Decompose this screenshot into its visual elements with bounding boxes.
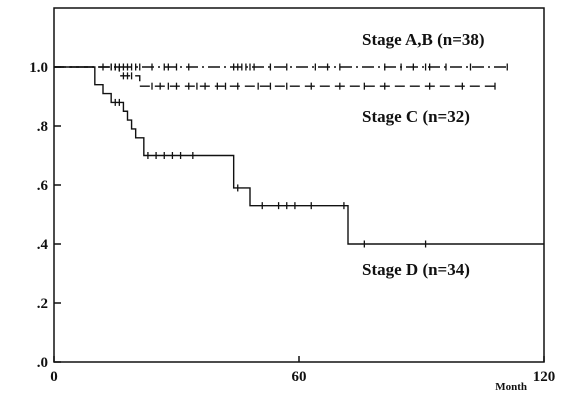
series-label-stage-d: Stage D (n=34) xyxy=(362,260,470,279)
x-tick-label: 120 xyxy=(533,369,556,385)
series-line-2 xyxy=(54,66,544,245)
x-tick-labels: 0 60 120 xyxy=(50,369,555,385)
x-tick-label: 0 xyxy=(50,369,58,385)
survival-curves xyxy=(54,66,544,245)
y-tick-label: .8 xyxy=(37,119,48,135)
x-tick-label: 60 xyxy=(292,369,307,385)
series-label-stage-c: Stage C (n=32) xyxy=(362,107,470,126)
y-tick-label: .4 xyxy=(37,237,49,253)
y-tick-label: .6 xyxy=(37,178,49,194)
y-tick-label: 1.0 xyxy=(29,60,48,76)
series-label-stage-ab: Stage A,B (n=38) xyxy=(362,30,485,49)
y-tick-label: .2 xyxy=(37,296,48,312)
x-unit-label: Month xyxy=(495,381,527,393)
plot-frame xyxy=(53,7,545,363)
censor-marks xyxy=(102,63,508,248)
y-tick-label: .0 xyxy=(37,355,48,371)
series-line-1 xyxy=(54,66,495,87)
y-tick-labels: .0 .2 .4 .6 .8 1.0 xyxy=(29,60,48,371)
axis-ticks xyxy=(53,66,545,363)
